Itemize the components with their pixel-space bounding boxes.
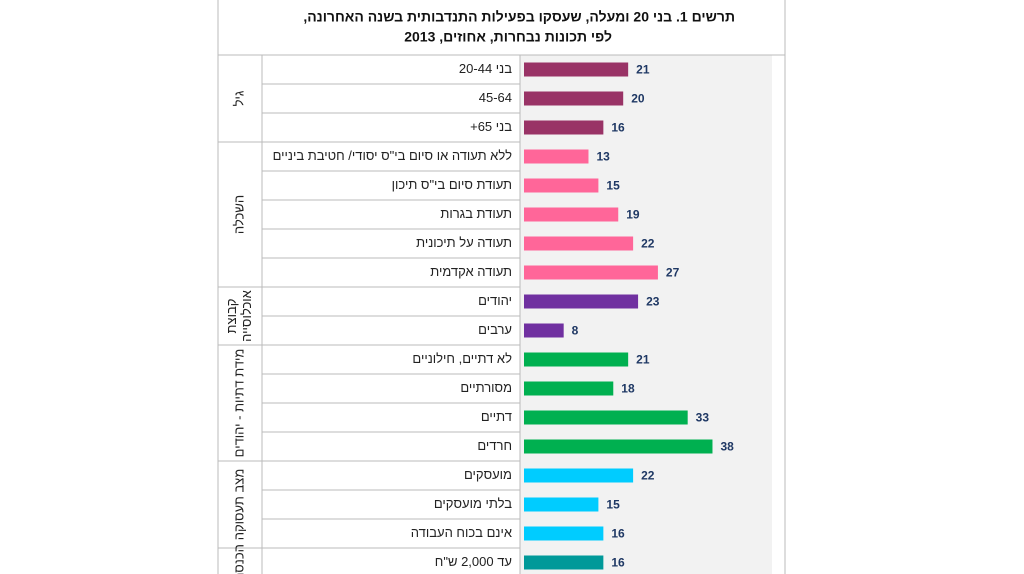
category-label: דתיים: [481, 409, 512, 424]
category-label: עד 2,000 ש"ח: [435, 554, 512, 569]
bar: [524, 526, 604, 541]
bar: [524, 381, 614, 396]
category-label: לא דתיים, חילוניים: [412, 351, 512, 366]
category-label: בני 65+: [470, 119, 512, 134]
value-label: 21: [636, 63, 650, 77]
category-label: אינם בכוח העבודה: [411, 525, 512, 540]
value-label: 16: [611, 121, 625, 135]
category-label: יהודים: [478, 293, 512, 308]
value-label: 16: [611, 556, 625, 570]
category-label: תעודת סיום בי"ס תיכון: [392, 177, 512, 192]
group-label: גיל: [231, 90, 246, 106]
chart-title: לפי תכונות נבחרות, אחוזים, 2013: [404, 29, 612, 45]
group-label: הכנסה: [231, 544, 246, 574]
bar: [524, 236, 634, 251]
value-label: 22: [641, 469, 655, 483]
bar: [524, 91, 624, 106]
bar: [524, 352, 629, 367]
bar: [524, 265, 658, 280]
value-label: 15: [606, 179, 620, 193]
category-label: תעודה אקדמית: [430, 264, 512, 279]
group-label-group: קבוצתאוכלוסייה: [224, 290, 254, 342]
bar: [524, 468, 634, 483]
group-label: קבוצתאוכלוסייה: [224, 290, 254, 342]
plot-area: [520, 55, 772, 574]
bar: [524, 62, 629, 77]
value-label: 16: [611, 527, 625, 541]
category-label: תעודה על תיכונית: [416, 235, 512, 250]
bar: [524, 497, 599, 512]
value-label: 20: [631, 92, 645, 106]
group-label: מידת דתיות - יהודים: [231, 349, 246, 458]
bar: [524, 178, 599, 193]
bar: [524, 410, 688, 425]
value-label: 13: [596, 150, 610, 164]
value-label: 22: [641, 237, 655, 251]
category-label: בלתי מועסקים: [434, 496, 512, 511]
value-label: 19: [626, 208, 640, 222]
value-label: 33: [696, 411, 710, 425]
value-label: 23: [646, 295, 660, 309]
group-label-group: הכנסה: [231, 544, 246, 574]
bar: [524, 555, 604, 570]
category-label: תעודת בגרות: [440, 206, 512, 221]
group-label: מצב תעסוקה: [231, 469, 246, 541]
category-label: ללא תעודה או סיום בי"ס יסודי/ חטיבת ביני…: [273, 148, 513, 163]
bar: [524, 149, 589, 164]
chart-title: תרשים 1. בני 20 ומעלה, שעסקו בפעילות התנ…: [303, 9, 735, 25]
group-label-group: גיל: [231, 90, 246, 106]
bar: [524, 207, 619, 222]
category-label: חרדים: [477, 438, 512, 453]
value-label: 18: [621, 382, 635, 396]
group-label-group: מידת דתיות - יהודים: [231, 349, 246, 458]
value-label: 8: [572, 324, 579, 338]
group-label: השכלה: [231, 195, 246, 234]
value-label: 27: [666, 266, 680, 280]
bar: [524, 323, 564, 338]
value-label: 21: [636, 353, 650, 367]
bar: [524, 120, 604, 135]
value-label: 15: [606, 498, 620, 512]
category-label: מסורתיים: [460, 380, 512, 395]
group-label-group: מצב תעסוקה: [231, 469, 246, 541]
group-label-group: השכלה: [231, 195, 246, 234]
bar: [524, 439, 713, 454]
category-label: ערבים: [478, 322, 512, 337]
bar: [524, 294, 639, 309]
category-label: 45-64: [479, 90, 512, 105]
value-label: 38: [720, 440, 734, 454]
category-label: בני 20-44: [459, 61, 512, 76]
category-label: מועסקים: [464, 467, 512, 482]
